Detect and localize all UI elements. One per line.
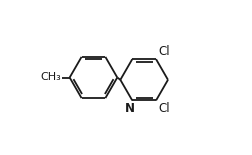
- Text: Cl: Cl: [157, 102, 169, 115]
- Text: CH₃: CH₃: [41, 73, 61, 82]
- Text: N: N: [125, 102, 135, 115]
- Text: Cl: Cl: [157, 45, 169, 58]
